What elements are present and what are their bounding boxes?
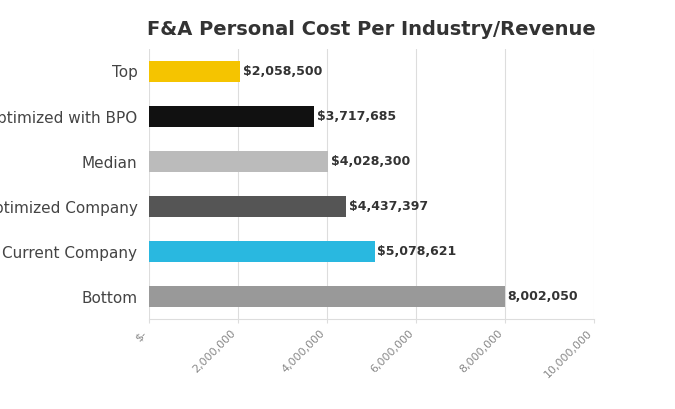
Bar <box>148 196 346 217</box>
Bar <box>148 241 375 262</box>
Bar <box>148 151 328 172</box>
Title: F&A Personal Cost Per Industry/Revenue: F&A Personal Cost Per Industry/Revenue <box>147 20 595 39</box>
Text: $4,437,397: $4,437,397 <box>349 200 428 213</box>
Bar <box>148 286 505 307</box>
Text: $4,028,300: $4,028,300 <box>331 155 410 168</box>
Text: 8,002,050: 8,002,050 <box>508 290 578 303</box>
Text: $3,717,685: $3,717,685 <box>317 110 396 123</box>
Text: $5,078,621: $5,078,621 <box>377 245 457 258</box>
Bar <box>148 61 240 82</box>
Bar <box>148 106 314 127</box>
Text: $2,058,500: $2,058,500 <box>243 65 322 78</box>
